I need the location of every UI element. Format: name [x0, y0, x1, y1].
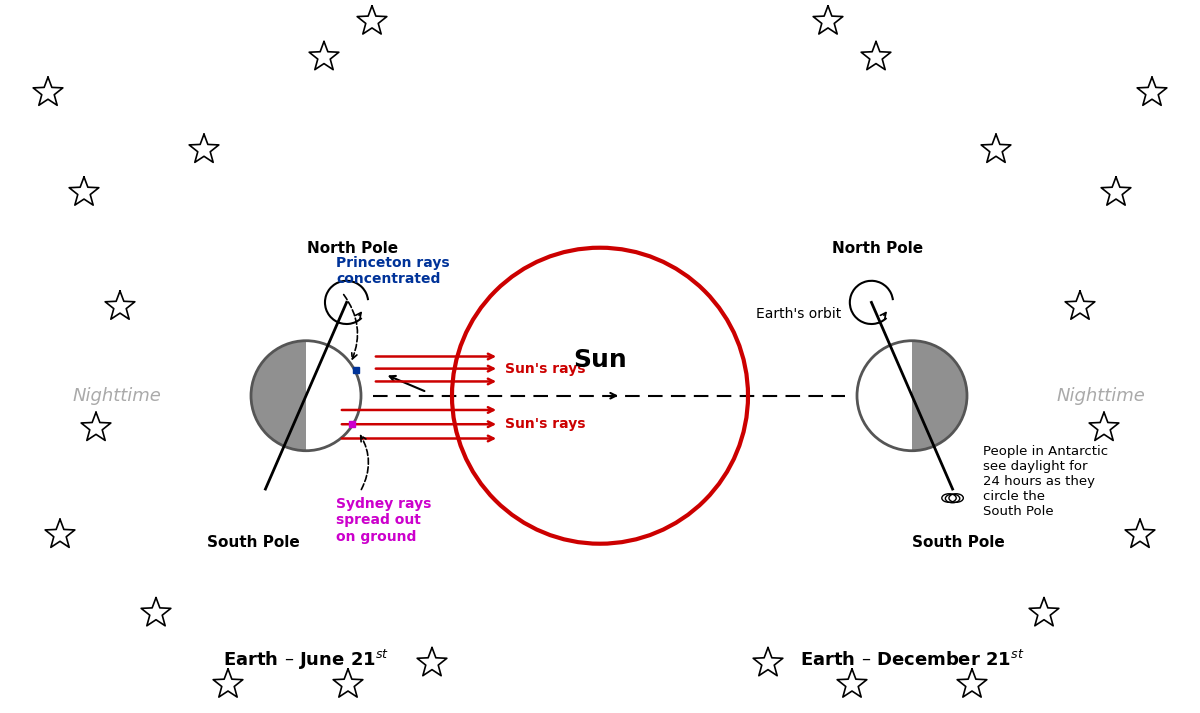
Text: Earth – December 21$^{st}$: Earth – December 21$^{st}$ [799, 650, 1025, 670]
Polygon shape [857, 341, 912, 451]
Text: North Pole: North Pole [307, 241, 398, 256]
Text: Sydney rays
spread out
on ground: Sydney rays spread out on ground [336, 497, 431, 544]
Text: Earth's orbit: Earth's orbit [756, 307, 841, 321]
Text: Princeton rays
concentrated: Princeton rays concentrated [336, 256, 450, 286]
Text: People in Antarctic
see daylight for
24 hours as they
circle the
South Pole: People in Antarctic see daylight for 24 … [983, 446, 1108, 518]
Ellipse shape [857, 341, 967, 451]
Text: North Pole: North Pole [832, 241, 923, 256]
Text: Earth – June 21$^{st}$: Earth – June 21$^{st}$ [223, 647, 389, 672]
Text: Nighttime: Nighttime [1057, 386, 1146, 405]
Text: Sun's rays: Sun's rays [505, 417, 586, 431]
Text: South Pole: South Pole [208, 535, 300, 550]
Text: South Pole: South Pole [912, 535, 1004, 550]
Ellipse shape [251, 341, 361, 451]
Text: Sun: Sun [574, 348, 626, 372]
Text: Sun's rays: Sun's rays [505, 361, 586, 376]
Text: Nighttime: Nighttime [72, 386, 161, 405]
Polygon shape [306, 341, 361, 451]
